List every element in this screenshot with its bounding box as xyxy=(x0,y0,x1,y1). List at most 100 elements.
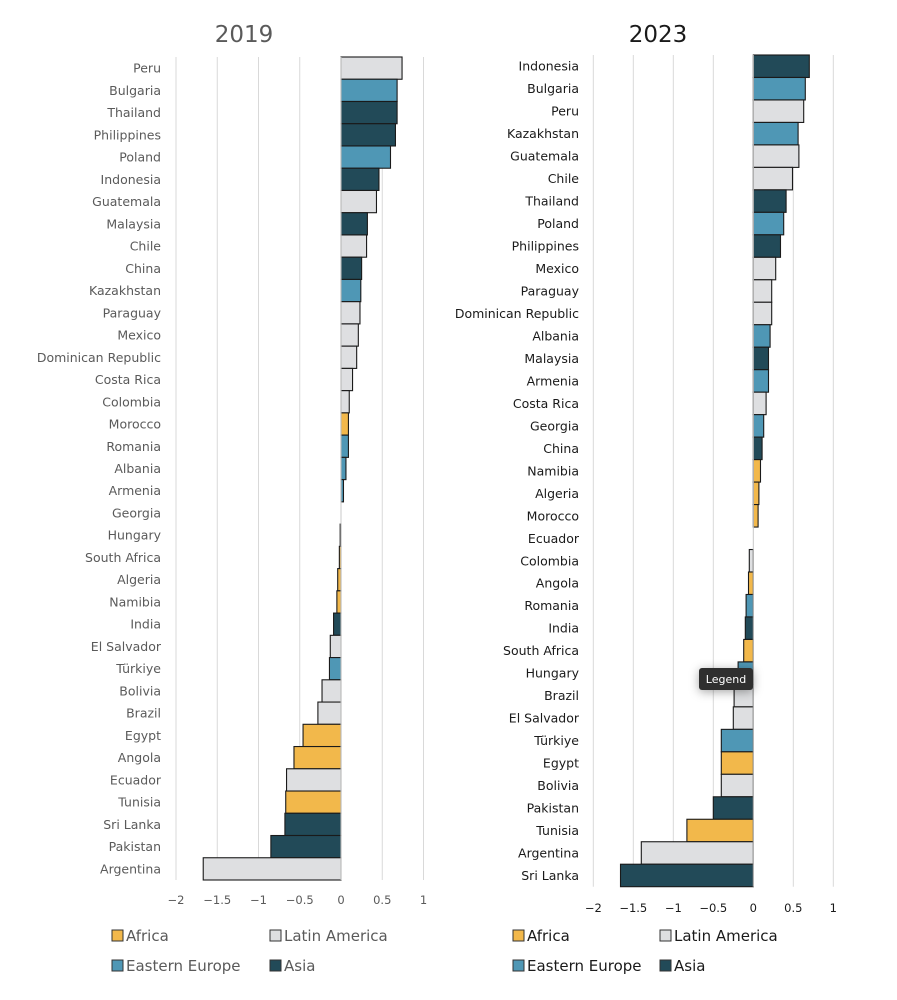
category-label: Hungary xyxy=(108,528,162,543)
bar-egypt[interactable] xyxy=(302,723,342,748)
bar-el-salvador[interactable] xyxy=(329,634,342,659)
category-label: Dominican Republic xyxy=(455,306,579,321)
bar-t-rkiye[interactable] xyxy=(328,657,342,681)
bar-paraguay[interactable] xyxy=(340,301,361,325)
bar-philippines[interactable] xyxy=(752,234,782,258)
bar-pakistan[interactable] xyxy=(270,834,342,859)
bar-bulgaria[interactable] xyxy=(752,76,806,101)
bar-china[interactable] xyxy=(340,256,363,280)
bar-bolivia[interactable] xyxy=(321,679,342,703)
bar-algeria[interactable] xyxy=(752,481,760,506)
bar-malaysia[interactable] xyxy=(752,346,770,371)
category-label: India xyxy=(130,617,161,632)
bar-t-rkiye[interactable] xyxy=(720,728,754,753)
legend-item-eastern-europe[interactable]: Eastern Europe xyxy=(512,957,642,975)
bar-armenia[interactable] xyxy=(752,369,770,393)
bar-south-africa[interactable] xyxy=(743,638,754,663)
bar-namibia[interactable] xyxy=(752,459,762,483)
bar-angola[interactable] xyxy=(293,745,342,770)
bar-india[interactable] xyxy=(744,616,754,640)
bar-argentina[interactable] xyxy=(640,841,754,865)
category-label: Romania xyxy=(106,439,161,454)
category-label: Albania xyxy=(532,328,579,343)
category-label: Costa Rica xyxy=(513,396,579,411)
bar-bulgaria[interactable] xyxy=(340,78,398,103)
legend-item-asia[interactable]: Asia xyxy=(659,957,705,975)
bar-sri-lanka[interactable] xyxy=(619,863,754,888)
bar-guatemala[interactable] xyxy=(340,189,378,214)
category-label: Egypt xyxy=(543,756,579,771)
bar-dominican-republic[interactable] xyxy=(340,345,358,369)
bar-costa-rica[interactable] xyxy=(340,367,354,392)
bar-costa-rica[interactable] xyxy=(752,391,767,416)
legend-item-latin-america[interactable]: Latin America xyxy=(659,927,778,945)
category-label: Guatemala xyxy=(510,149,579,164)
category-label: Georgia xyxy=(112,505,161,520)
bar-bolivia[interactable] xyxy=(720,773,754,798)
bar-india[interactable] xyxy=(333,612,342,636)
legend-item-latin-america[interactable]: Latin America xyxy=(269,927,388,945)
bar-brazil[interactable] xyxy=(317,701,342,725)
bar-romania[interactable] xyxy=(745,593,754,618)
bar-peru[interactable] xyxy=(340,56,403,80)
category-label: Peru xyxy=(133,61,161,76)
bar-pakistan[interactable] xyxy=(712,796,754,820)
bar-mexico[interactable] xyxy=(340,323,359,347)
bar-sri-lanka[interactable] xyxy=(284,812,342,837)
bar-chile[interactable] xyxy=(752,166,794,191)
chart-title: 2019 xyxy=(215,22,274,48)
legend-item-africa[interactable]: Africa xyxy=(512,927,570,945)
bar-romania[interactable] xyxy=(340,434,349,458)
bar-kazakhstan[interactable] xyxy=(752,121,799,146)
bar-tunisia[interactable] xyxy=(285,790,342,814)
x-tick-label: −1 xyxy=(250,893,267,907)
bar-guatemala[interactable] xyxy=(752,144,800,168)
bar-malaysia[interactable] xyxy=(340,212,368,236)
category-label: Philippines xyxy=(512,239,579,254)
category-label: Morocco xyxy=(527,508,579,523)
bar-egypt[interactable] xyxy=(720,751,754,775)
category-label: Bolivia xyxy=(119,683,161,698)
bar-namibia[interactable] xyxy=(336,590,342,614)
category-label: Romania xyxy=(524,598,579,613)
category-label: Algeria xyxy=(117,572,161,587)
category-label: China xyxy=(543,441,579,456)
bar-poland[interactable] xyxy=(340,145,392,169)
bar-poland[interactable] xyxy=(752,211,785,236)
x-tick-label: −2 xyxy=(168,893,185,907)
legend-swatch xyxy=(659,929,672,942)
bar-philippines[interactable] xyxy=(340,123,397,147)
bar-angola[interactable] xyxy=(747,571,754,596)
bar-paraguay[interactable] xyxy=(752,279,773,303)
bar-chile[interactable] xyxy=(340,234,368,258)
bar-morocco[interactable] xyxy=(752,504,759,528)
bar-ecuador[interactable] xyxy=(285,768,342,792)
bar-indonesia[interactable] xyxy=(752,54,810,79)
bar-albania[interactable] xyxy=(340,456,347,481)
bar-dominican-republic[interactable] xyxy=(752,301,773,326)
bar-thailand[interactable] xyxy=(752,189,787,213)
bar-el-salvador[interactable] xyxy=(732,706,754,730)
bar-indonesia[interactable] xyxy=(340,167,380,192)
legend-item-eastern-europe[interactable]: Eastern Europe xyxy=(111,957,241,975)
bar-georgia[interactable] xyxy=(752,414,765,438)
category-label: Tunisia xyxy=(535,823,579,838)
bar-peru[interactable] xyxy=(752,99,805,123)
bar-albania[interactable] xyxy=(752,324,771,348)
category-label: Colombia xyxy=(520,553,579,568)
legend-item-africa[interactable]: Africa xyxy=(111,927,169,945)
bar-morocco[interactable] xyxy=(340,412,349,436)
bar-china[interactable] xyxy=(752,436,763,461)
bar-kazakhstan[interactable] xyxy=(340,278,362,303)
category-label: Argentina xyxy=(100,861,161,876)
bar-tunisia[interactable] xyxy=(686,818,754,843)
bar-colombia[interactable] xyxy=(340,390,350,414)
bar-argentina[interactable] xyxy=(202,857,342,881)
category-label: Thailand xyxy=(106,105,161,120)
x-tick-label: 0.5 xyxy=(373,893,391,907)
legend-item-asia[interactable]: Asia xyxy=(269,957,315,975)
category-label: Sri Lanka xyxy=(521,868,579,883)
bar-colombia[interactable] xyxy=(748,548,754,573)
bar-thailand[interactable] xyxy=(340,100,398,125)
bar-mexico[interactable] xyxy=(752,256,777,281)
